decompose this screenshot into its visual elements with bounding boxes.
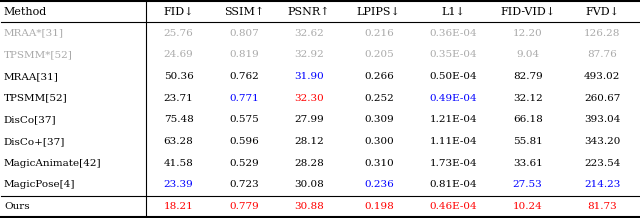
Text: Ours: Ours: [4, 202, 29, 211]
Text: 214.23: 214.23: [584, 180, 620, 189]
Text: 27.99: 27.99: [294, 115, 324, 124]
Text: 28.28: 28.28: [294, 159, 324, 168]
Text: 32.62: 32.62: [294, 29, 324, 38]
Text: 32.30: 32.30: [294, 94, 324, 103]
Text: 0.49E-04: 0.49E-04: [429, 94, 477, 103]
Text: 63.28: 63.28: [164, 137, 193, 146]
Text: 32.12: 32.12: [513, 94, 543, 103]
Text: 1.11E-04: 1.11E-04: [429, 137, 477, 146]
Text: 23.71: 23.71: [164, 94, 193, 103]
Text: 30.88: 30.88: [294, 202, 324, 211]
Text: 87.76: 87.76: [588, 50, 617, 59]
Text: 1.21E-04: 1.21E-04: [429, 115, 477, 124]
Text: 27.53: 27.53: [513, 180, 543, 189]
Text: FID↓: FID↓: [163, 7, 194, 17]
Text: 75.48: 75.48: [164, 115, 193, 124]
Text: 18.21: 18.21: [164, 202, 193, 211]
Text: 0.771: 0.771: [229, 94, 259, 103]
Text: 10.24: 10.24: [513, 202, 543, 211]
Text: 0.198: 0.198: [364, 202, 394, 211]
Text: 0.300: 0.300: [364, 137, 394, 146]
Text: 223.54: 223.54: [584, 159, 620, 168]
Text: 82.79: 82.79: [513, 72, 543, 81]
Text: DisCo[37]: DisCo[37]: [4, 115, 56, 124]
Text: DisCo+[37]: DisCo+[37]: [4, 137, 65, 146]
Text: 393.04: 393.04: [584, 115, 620, 124]
Text: FID-VID↓: FID-VID↓: [500, 7, 556, 17]
Text: 493.02: 493.02: [584, 72, 620, 81]
Text: 25.76: 25.76: [164, 29, 193, 38]
Text: MRAA*[31]: MRAA*[31]: [4, 29, 64, 38]
Text: 28.12: 28.12: [294, 137, 324, 146]
Text: 0.46E-04: 0.46E-04: [429, 202, 477, 211]
Text: L1↓: L1↓: [442, 7, 465, 17]
Text: 0.36E-04: 0.36E-04: [429, 29, 477, 38]
Text: 1.73E-04: 1.73E-04: [429, 159, 477, 168]
Text: 0.216: 0.216: [364, 29, 394, 38]
Text: 23.39: 23.39: [164, 180, 193, 189]
Text: 12.20: 12.20: [513, 29, 543, 38]
Text: 0.50E-04: 0.50E-04: [429, 72, 477, 81]
Text: 33.61: 33.61: [513, 159, 543, 168]
Text: MRAA[31]: MRAA[31]: [4, 72, 59, 81]
Text: 260.67: 260.67: [584, 94, 620, 103]
Text: 0.529: 0.529: [229, 159, 259, 168]
Text: 0.807: 0.807: [229, 29, 259, 38]
Text: 0.762: 0.762: [229, 72, 259, 81]
Text: LPIPS↓: LPIPS↓: [357, 7, 401, 17]
Text: 66.18: 66.18: [513, 115, 543, 124]
Text: 0.35E-04: 0.35E-04: [429, 50, 477, 59]
Text: 0.723: 0.723: [229, 180, 259, 189]
Text: 0.779: 0.779: [229, 202, 259, 211]
Text: 0.252: 0.252: [364, 94, 394, 103]
Text: MagicAnimate[42]: MagicAnimate[42]: [4, 159, 102, 168]
Text: FVD↓: FVD↓: [585, 7, 619, 17]
Text: TPSMM*[52]: TPSMM*[52]: [4, 50, 73, 59]
Text: 0.205: 0.205: [364, 50, 394, 59]
Text: 0.309: 0.309: [364, 115, 394, 124]
Text: 0.266: 0.266: [364, 72, 394, 81]
Text: 343.20: 343.20: [584, 137, 620, 146]
Text: 9.04: 9.04: [516, 50, 540, 59]
Text: 55.81: 55.81: [513, 137, 543, 146]
Text: SSIM↑: SSIM↑: [224, 7, 264, 17]
Text: TPSMM[52]: TPSMM[52]: [4, 94, 68, 103]
Text: 41.58: 41.58: [164, 159, 193, 168]
Text: 0.819: 0.819: [229, 50, 259, 59]
Text: 32.92: 32.92: [294, 50, 324, 59]
Text: MagicPose[4]: MagicPose[4]: [4, 180, 76, 189]
Text: 0.310: 0.310: [364, 159, 394, 168]
Text: 0.236: 0.236: [364, 180, 394, 189]
Text: 126.28: 126.28: [584, 29, 620, 38]
Text: 81.73: 81.73: [588, 202, 617, 211]
Text: 0.575: 0.575: [229, 115, 259, 124]
Text: Method: Method: [4, 7, 47, 17]
Text: 24.69: 24.69: [164, 50, 193, 59]
Text: 0.81E-04: 0.81E-04: [429, 180, 477, 189]
Text: 31.90: 31.90: [294, 72, 324, 81]
Text: 0.596: 0.596: [229, 137, 259, 146]
Text: PSNR↑: PSNR↑: [288, 7, 330, 17]
Text: 50.36: 50.36: [164, 72, 193, 81]
Text: 30.08: 30.08: [294, 180, 324, 189]
